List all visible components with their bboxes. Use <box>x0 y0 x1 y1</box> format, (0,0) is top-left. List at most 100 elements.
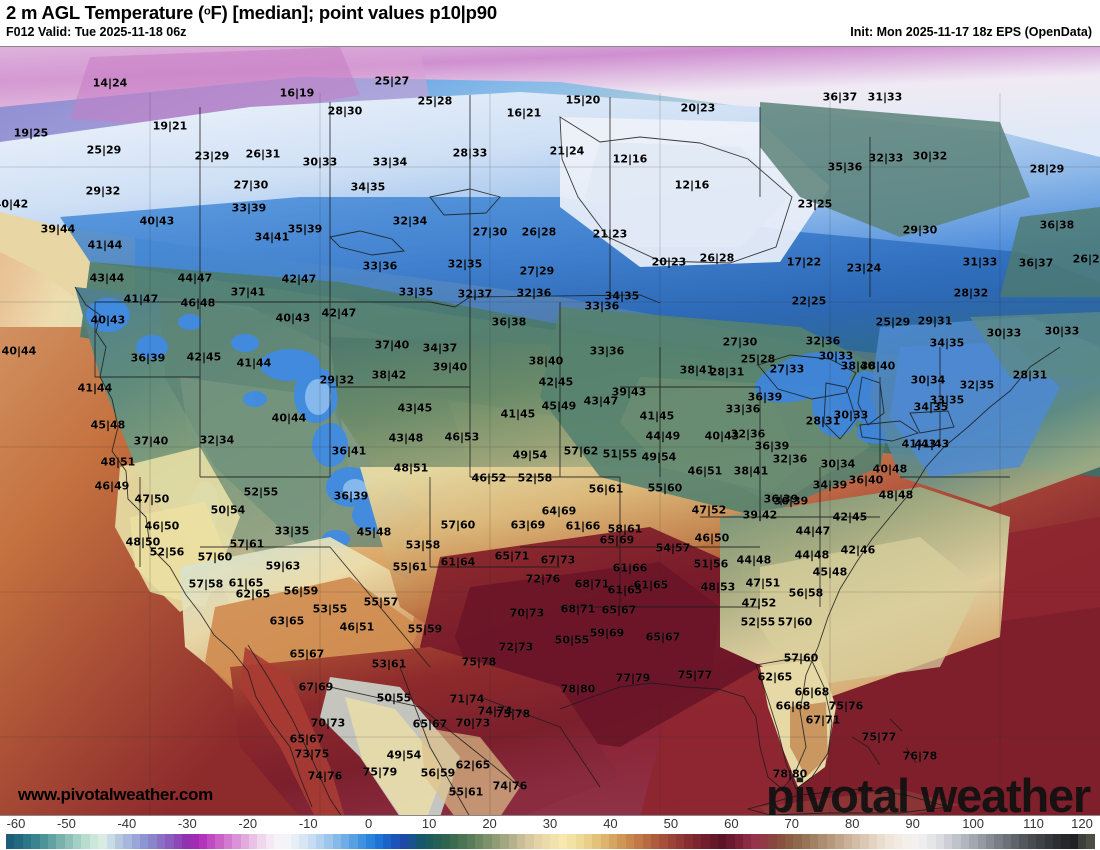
colorbar-swatch <box>1044 834 1053 849</box>
colorbar-swatch <box>156 834 166 849</box>
colorbar: -60 -50 -40 -30 -20 -10 0 10 20 30 40 50 60 70 80 90 100… <box>0 816 1100 850</box>
colorbar-swatch <box>676 834 685 849</box>
colorbar-swatch <box>416 834 425 849</box>
colorbar-swatch <box>851 834 861 849</box>
colorbar-swatch <box>910 834 919 849</box>
colorbar-swatch <box>39 834 48 849</box>
colorbar-swatch <box>1011 834 1020 849</box>
colorbar-tick: 0 <box>365 816 373 831</box>
colorbar-swatch <box>567 834 576 849</box>
colorbar-tick: 20 <box>482 816 497 831</box>
colorbar-swatch <box>634 834 643 849</box>
colorbar-swatch <box>140 834 149 849</box>
colorbar-swatch <box>726 834 735 849</box>
colorbar-swatch <box>207 834 216 849</box>
colorbar-swatch <box>985 834 995 849</box>
colorbar-swatch <box>274 834 283 849</box>
colorbar-tick: -50 <box>57 816 76 831</box>
colorbar-tick: -10 <box>298 816 318 831</box>
colorbar-swatch <box>1052 834 1062 849</box>
colorbar-swatch <box>173 834 182 849</box>
colorbar-swatch <box>642 834 651 849</box>
header: 2 m AGL Temperature (oF) [median]; point… <box>0 0 1100 46</box>
colorbar-swatch <box>22 834 32 849</box>
colorbar-swatch <box>1086 834 1095 849</box>
map-raster <box>0 47 1100 815</box>
colorbar-swatch <box>332 834 341 849</box>
colorbar-swatch <box>776 834 785 849</box>
colorbar-swatch <box>366 834 375 849</box>
colorbar-swatch <box>1036 834 1045 849</box>
colorbar-swatch <box>994 834 1003 849</box>
colorbar-swatch <box>709 834 718 849</box>
colorbar-swatch <box>441 834 450 849</box>
page-title: 2 m AGL Temperature (oF) [median]; point… <box>6 2 497 24</box>
colorbar-swatch <box>148 834 157 849</box>
colorbar-swatch <box>466 834 475 849</box>
colorbar-swatch <box>692 834 702 849</box>
colorbar-swatch <box>759 834 769 849</box>
colorbar-swatch <box>449 834 459 849</box>
colorbar-tick: -20 <box>238 816 258 831</box>
init-time-label: Init: Mon 2025-11-17 18z EPS (OpenData) <box>850 25 1092 39</box>
colorbar-swatch <box>701 834 710 849</box>
colorbar-swatch <box>592 834 601 849</box>
colorbar-swatch <box>232 834 241 849</box>
colorbar-tick: -30 <box>177 816 197 831</box>
degree-icon: o <box>203 5 211 18</box>
colorbar-swatch <box>801 834 810 849</box>
colorbar-swatch <box>826 834 836 849</box>
colorbar-tick-labels: -60 -50 -40 -30 -20 -10 0 10 20 30 40 50 60 70 80 90 100… <box>0 816 1100 833</box>
colorbar-swatch <box>952 834 961 849</box>
colorbar-swatch <box>600 834 609 849</box>
colorbar-swatch <box>6 834 15 849</box>
colorbar-swatch <box>265 834 274 849</box>
colorbar-swatch <box>349 834 358 849</box>
colorbar-swatch <box>131 834 140 849</box>
colorbar-swatch <box>1061 834 1070 849</box>
colorbar-tick: 10 <box>421 816 437 831</box>
colorbar-swatch <box>1027 834 1037 849</box>
colorbar-swatch <box>868 834 877 849</box>
colorbar-swatch <box>382 834 392 849</box>
colorbar-swatch <box>609 834 618 849</box>
colorbar-swatch <box>533 834 542 849</box>
colorbar-swatch <box>341 834 350 849</box>
colorbar-swatch <box>458 834 467 849</box>
colorbar-swatch <box>1019 834 1028 849</box>
watermark-brand: pivotal weather <box>765 769 1091 816</box>
colorbar-swatch <box>433 834 442 849</box>
colorbar-swatch <box>165 834 174 849</box>
colorbar-swatch <box>223 834 233 849</box>
colorbar-tick: 110 <box>1023 816 1044 831</box>
colorbar-tick: -60 <box>6 816 26 831</box>
colorbar-swatch <box>98 834 107 849</box>
colorbar-tick: 90 <box>905 816 920 831</box>
colorbar-swatch <box>215 834 224 849</box>
colorbar-swatch <box>391 834 400 849</box>
colorbar-tick: -40 <box>117 816 137 831</box>
colorbar-swatch <box>73 834 82 849</box>
colorbar-swatch <box>768 834 777 849</box>
colorbar-swatch <box>89 834 99 849</box>
colorbar-swatch <box>918 834 928 849</box>
colorbar-swatch <box>475 834 484 849</box>
colorbar-swatch <box>860 834 869 849</box>
colorbar-tick: 30 <box>542 816 558 831</box>
colorbar-swatch <box>399 834 408 849</box>
colorbar-swatch <box>734 834 743 849</box>
colorbar-swatch <box>525 834 534 849</box>
colorbar-swatch <box>181 834 191 849</box>
colorbar-swatch <box>793 834 802 849</box>
colorbar-swatch <box>617 834 626 849</box>
colorbar-swatch <box>659 834 668 849</box>
title-text-main: 2 m AGL Temperature ( <box>6 2 204 23</box>
colorbar-swatch <box>14 834 23 849</box>
colorbar-swatch <box>508 834 517 849</box>
colorbar-tick: 100 <box>962 816 984 831</box>
colorbar-swatch <box>1069 834 1078 849</box>
temperature-map[interactable]: 14|24 16|19 25|27 25|28 16|21 15|20 20|23 36|37… <box>0 46 1100 816</box>
colorbar-swatch <box>190 834 199 849</box>
colorbar-swatch <box>583 834 593 849</box>
